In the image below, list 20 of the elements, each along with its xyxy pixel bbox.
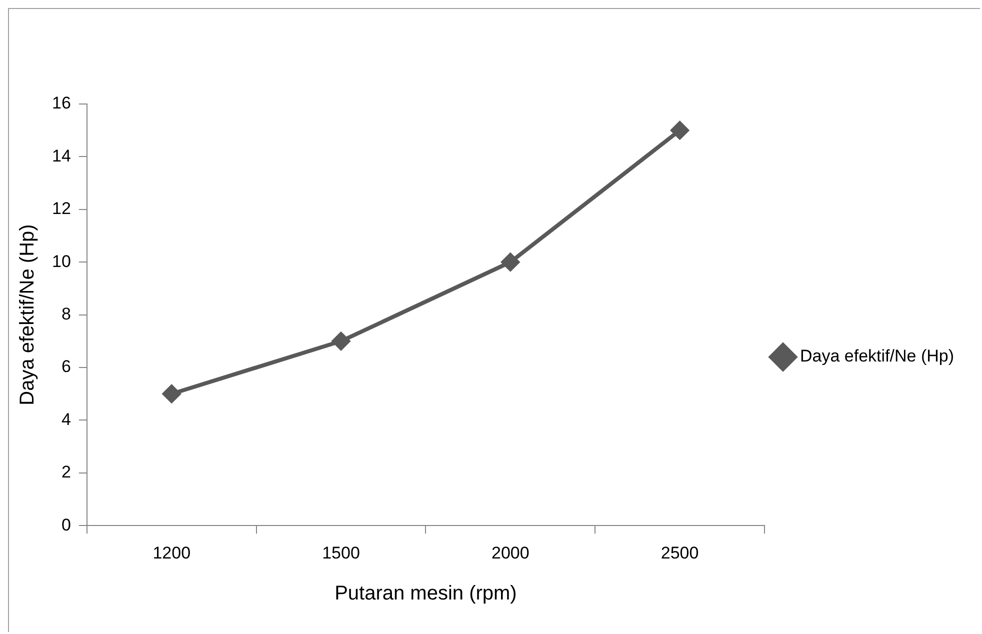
point bbox=[332, 332, 350, 350]
x-tick-label: 2000 bbox=[491, 543, 530, 562]
point bbox=[670, 121, 689, 140]
legend-label: Daya efektif/Ne (Hp) bbox=[800, 346, 954, 366]
y-tick-label: 8 bbox=[61, 304, 71, 324]
y-tick-label: 16 bbox=[52, 94, 71, 113]
y-tick-label: 2 bbox=[61, 462, 71, 482]
y-tick-label: 6 bbox=[61, 357, 71, 376]
point bbox=[501, 253, 520, 272]
y-tick-label: 0 bbox=[61, 515, 71, 534]
x-tick-label: 1200 bbox=[152, 543, 191, 562]
x-tick-label: 2500 bbox=[660, 543, 699, 562]
x-axis-title: Putaran mesin (rpm) bbox=[334, 582, 517, 605]
y-axis-title: Daya efektif/Ne (Hp) bbox=[16, 224, 39, 406]
y-tick-label: 12 bbox=[52, 199, 71, 218]
x-tick-label: 1500 bbox=[322, 543, 360, 562]
y-tick-label: 4 bbox=[61, 410, 71, 429]
y-tick-label: 10 bbox=[52, 252, 71, 271]
y-tick-label: 14 bbox=[52, 146, 71, 166]
point bbox=[162, 384, 181, 403]
